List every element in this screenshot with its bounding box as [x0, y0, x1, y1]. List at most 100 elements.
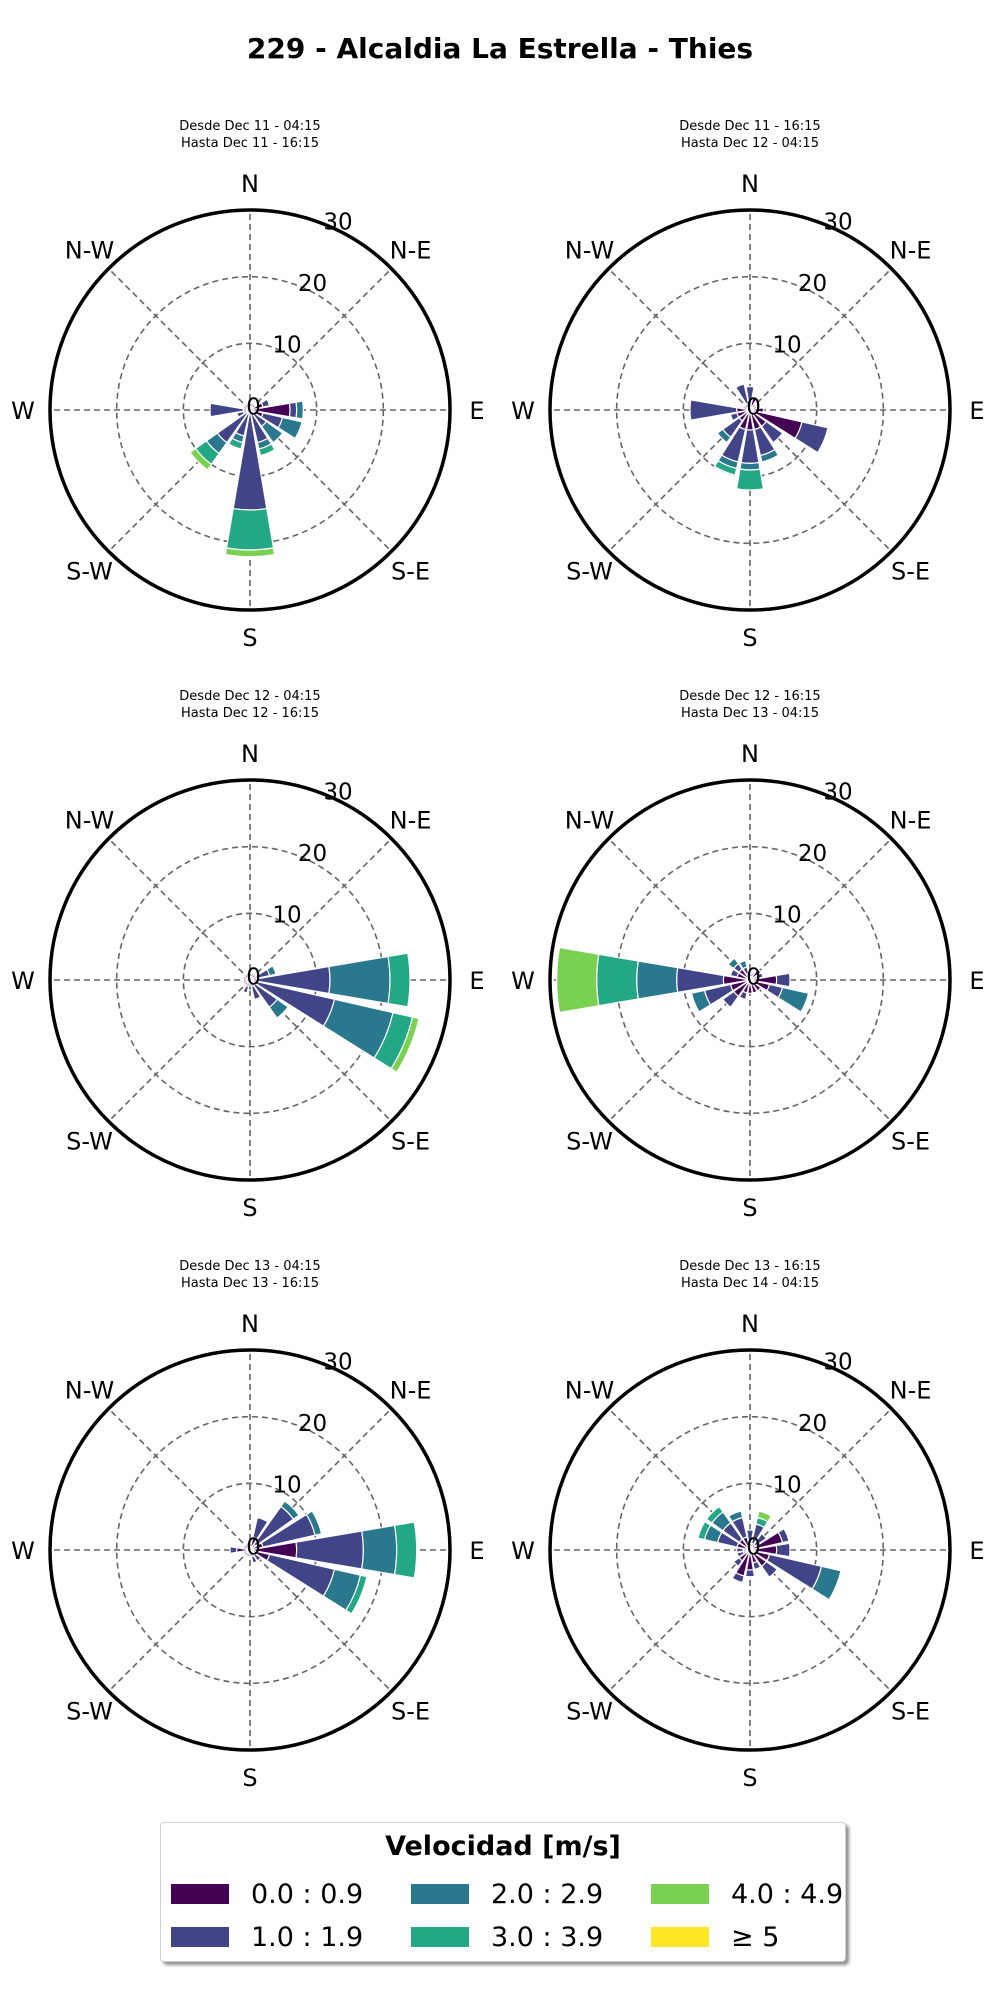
windrose-panel: Desde Dec 13 - 04:15 Hasta Dec 13 - 16:15…: [11, 1259, 484, 1792]
legend-label: 4.0 : 4.9: [731, 1878, 844, 1910]
compass-label: S: [242, 624, 257, 652]
wedge-E-bin2: [328, 955, 391, 1005]
direction-gridline: [608, 268, 751, 411]
compass-label: N-W: [65, 1376, 114, 1404]
legend-label: 1.0 : 1.9: [251, 1921, 364, 1953]
wedge-SE-bin1: [760, 1560, 779, 1579]
compass-label: N-E: [390, 236, 432, 264]
radial-tick-label: 10: [272, 333, 301, 359]
direction-gridline: [249, 838, 392, 981]
wedge-ENE-bin1: [260, 398, 271, 408]
legend-swatch: [171, 1927, 229, 1947]
subplot-title-line: Desde Dec 12 - 04:15: [179, 689, 320, 704]
compass-label: S-W: [566, 558, 613, 586]
wedge-SSW-bin3: [713, 459, 738, 476]
radial-tick-label: 0: [246, 1534, 261, 1560]
radial-tick-label: 20: [798, 1411, 827, 1437]
direction-gridline: [749, 838, 892, 981]
legend-label: 3.0 : 3.9: [491, 1921, 604, 1953]
windrose-panel: Desde Dec 11 - 16:15 Hasta Dec 12 - 04:15…: [511, 119, 984, 652]
compass-label: N-W: [565, 236, 614, 264]
legend-swatch: [651, 1927, 709, 1947]
legend-label: ≥ 5: [731, 1921, 780, 1953]
radial-tick-label: 10: [272, 903, 301, 929]
direction-gridline: [108, 268, 251, 411]
wedge-NNW-bin2: [727, 1510, 744, 1523]
direction-gridline: [249, 268, 392, 411]
compass-label: S-E: [891, 558, 930, 586]
radial-tick-label: 0: [246, 964, 261, 990]
windrose-panel: Desde Dec 12 - 16:15 Hasta Dec 13 - 04:15…: [511, 689, 984, 1222]
outer-circle: [48, 208, 452, 612]
direction-gridline: [608, 1549, 751, 1692]
compass-label: N-W: [565, 806, 614, 834]
direction-gridline: [249, 1549, 392, 1692]
wedge-ESE-bin3: [345, 1574, 368, 1615]
compass-label: N-E: [390, 806, 432, 834]
subplot-title-line: Hasta Dec 11 - 16:15: [181, 136, 319, 151]
wedge-S-bin3: [225, 507, 275, 551]
compass-label: W: [11, 397, 35, 425]
wedge-NNW-bin1: [734, 383, 750, 406]
compass-label: S: [742, 624, 757, 652]
compass-label: S: [242, 1764, 257, 1792]
legend-item: 4.0 : 4.9: [651, 1877, 843, 1911]
outer-circle: [48, 1348, 452, 1752]
radial-tick-label: 10: [772, 903, 801, 929]
wedge-NNW-bin0: [245, 402, 251, 411]
wedge-S-bin3: [735, 468, 765, 491]
radial-tick-label: 30: [323, 780, 352, 806]
wedge-ESE-bin1: [794, 421, 829, 454]
subplot-title-line: Hasta Dec 12 - 16:15: [181, 706, 319, 721]
radial-tick-label: 30: [323, 1350, 352, 1376]
subplot-title-line: Desde Dec 11 - 16:15: [679, 119, 820, 134]
wedge-E-bin2: [295, 400, 304, 420]
windrose-panel: Desde Dec 13 - 16:15 Hasta Dec 14 - 04:15…: [511, 1259, 984, 1792]
compass-label: W: [11, 967, 35, 995]
subplot-title-line: Desde Dec 12 - 16:15: [679, 689, 820, 704]
wedge-WNW-bin1: [729, 968, 740, 978]
wedge-W-bin1: [229, 1545, 238, 1555]
wedge-SSW-bin3: [227, 437, 244, 450]
radial-tick-label: 30: [823, 1350, 852, 1376]
direction-gridline: [608, 838, 751, 981]
radial-tick-label: 20: [298, 841, 327, 867]
wedge-E-bin1: [775, 1542, 791, 1558]
wedge-ENE-bin2: [305, 1510, 323, 1536]
compass-label: S-W: [566, 1698, 613, 1726]
outer-circle: [548, 208, 952, 612]
wedge-SSE-bin1: [752, 1560, 762, 1571]
compass-label: N-W: [565, 1376, 614, 1404]
compass-label: N-W: [65, 236, 114, 264]
wedge-SSE-bin3: [258, 443, 276, 457]
legend-swatch: [411, 1927, 469, 1947]
outer-circle: [548, 1348, 952, 1752]
wedge-ESE-bin2: [811, 1565, 842, 1601]
radial-tick-label: 20: [298, 1411, 327, 1437]
compass-label: N: [241, 740, 259, 768]
subplot-title-line: Hasta Dec 12 - 04:15: [681, 136, 819, 151]
page-title: 229 - Alcaldia La Estrella - Thies: [246, 32, 754, 65]
legend-item: 2.0 : 2.9: [411, 1877, 603, 1911]
windrose-panels: Desde Dec 11 - 04:15 Hasta Dec 11 - 16:15…: [11, 119, 984, 1792]
wedge-NNW-bin2: [738, 959, 748, 970]
compass-label: S-W: [66, 558, 113, 586]
radial-tick-label: 20: [798, 271, 827, 297]
radial-gridline: [682, 912, 818, 1048]
wedge-NNE-bin4: [756, 1510, 773, 1523]
wedge-SW-bin1: [721, 990, 740, 1009]
wedge-WNW-bin3: [697, 1520, 712, 1541]
wedge-E-bin2: [361, 1524, 398, 1576]
legend-title: Velocidad [m/s]: [385, 1831, 621, 1862]
wedge-SSW-bin1: [738, 990, 748, 1001]
wedge-ESE-bin2: [277, 416, 303, 440]
compass-label: W: [11, 1537, 35, 1565]
compass-label: E: [469, 1537, 484, 1565]
subplot-title-line: Hasta Dec 13 - 16:15: [181, 1276, 319, 1291]
compass-label: N-E: [390, 1376, 432, 1404]
outer-circle: [48, 778, 452, 1182]
radial-tick-label: 30: [823, 210, 852, 236]
wedge-WSW-bin1: [729, 412, 740, 422]
subplot-title-line: Desde Dec 11 - 04:15: [179, 119, 320, 134]
direction-gridline: [108, 838, 251, 981]
